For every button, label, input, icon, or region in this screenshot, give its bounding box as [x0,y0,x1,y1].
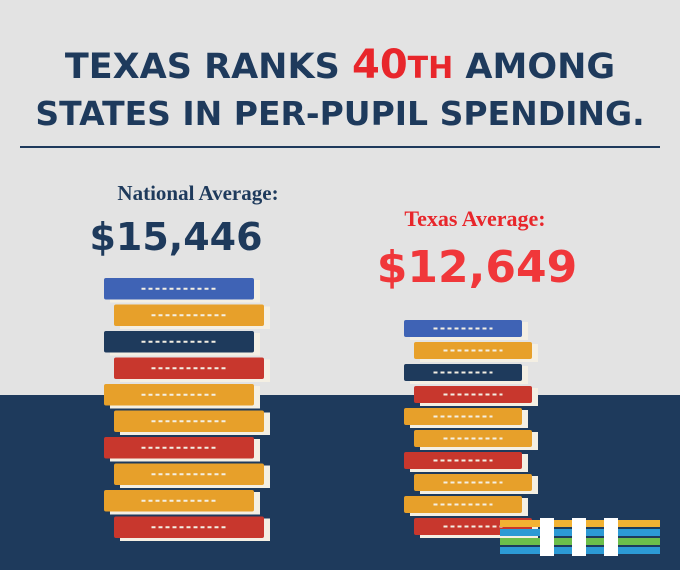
logo [500,518,660,556]
logo-letter-shape [540,518,554,556]
title-rank: 40 [352,42,408,88]
national-value: $15,446 [89,215,262,259]
texas-label: Texas Average: [404,206,545,231]
logo-letter-shape [572,518,586,556]
title-rank-suffix: TH [408,51,454,86]
title-line-1: TEXAS RANKS 40TH AMONG [65,42,615,88]
texas-value: $12,649 [377,242,577,293]
title-start: TEXAS RANKS [65,47,340,87]
title-line-2: STATES IN PER-PUPIL SPENDING. [35,94,644,133]
logo-letter-shape [604,518,618,556]
national-label: National Average: [117,181,278,205]
background-top [0,0,680,395]
title-end: AMONG [465,47,615,87]
